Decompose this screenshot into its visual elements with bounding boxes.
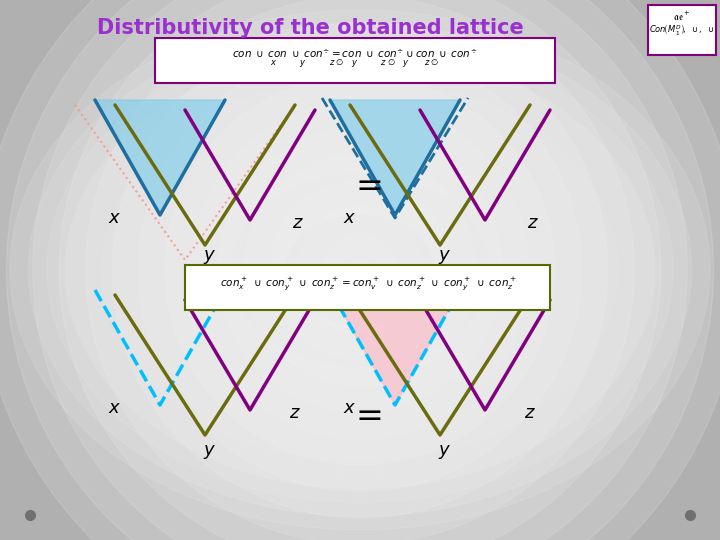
Circle shape <box>244 154 476 386</box>
Ellipse shape <box>249 188 471 352</box>
Circle shape <box>165 75 555 465</box>
Text: $y$: $y$ <box>438 248 451 266</box>
Circle shape <box>33 0 687 540</box>
Text: $Con\!\left(M_1^D\right)\!,\;\cup,\;\cup$: $Con\!\left(M_1^D\right)\!,\;\cup,\;\cup… <box>649 22 714 37</box>
Circle shape <box>112 22 608 518</box>
Polygon shape <box>420 300 485 410</box>
Ellipse shape <box>231 174 489 366</box>
Text: $x$: $x$ <box>343 209 356 227</box>
Text: $z$: $z$ <box>292 214 304 232</box>
Text: $x$: $x$ <box>343 399 356 417</box>
Bar <box>185 265 550 310</box>
Text: $z$: $z$ <box>289 404 301 422</box>
Ellipse shape <box>47 37 673 503</box>
Ellipse shape <box>341 256 379 284</box>
Circle shape <box>323 234 397 306</box>
Ellipse shape <box>158 119 562 421</box>
Ellipse shape <box>120 92 600 448</box>
Circle shape <box>86 0 634 540</box>
Circle shape <box>59 0 661 540</box>
Text: $\mathit{con}\;\cup\;\mathit{con}\;\cup\;\mathit{con}^{\div}=\mathit{con}\;\cup\: $\mathit{con}\;\cup\;\mathit{con}\;\cup\… <box>233 48 477 60</box>
Text: $z$: $z$ <box>524 404 536 422</box>
Circle shape <box>218 128 502 412</box>
Polygon shape <box>95 100 225 215</box>
Ellipse shape <box>66 51 654 489</box>
Ellipse shape <box>287 215 433 325</box>
Text: $y$: $y$ <box>203 248 217 266</box>
Ellipse shape <box>84 65 636 475</box>
Ellipse shape <box>305 229 415 311</box>
Text: $x$: $x$ <box>109 209 122 227</box>
Text: $y$: $y$ <box>203 443 217 461</box>
Circle shape <box>271 181 449 359</box>
Circle shape <box>6 0 714 540</box>
Ellipse shape <box>28 24 692 516</box>
Ellipse shape <box>10 10 710 530</box>
Text: $=$: $=$ <box>348 168 382 201</box>
Ellipse shape <box>323 242 397 298</box>
Ellipse shape <box>268 201 452 339</box>
Text: $=$: $=$ <box>348 399 382 431</box>
Bar <box>155 38 555 83</box>
Ellipse shape <box>139 106 581 434</box>
Circle shape <box>297 207 423 333</box>
Ellipse shape <box>176 133 544 407</box>
Text: $x\qquad\quad y\qquad\quad z\;\emptyset\quad y\qquad\quad z\;\emptyset\quad y\qq: $x\qquad\quad y\qquad\quad z\;\emptyset\… <box>270 57 440 69</box>
Circle shape <box>138 49 582 491</box>
Text: Distributivity of the obtained lattice: Distributivity of the obtained lattice <box>96 18 523 38</box>
Circle shape <box>192 102 528 438</box>
Text: $y$: $y$ <box>438 443 451 461</box>
Ellipse shape <box>194 147 526 393</box>
Text: $\mathfrak{ae}^+$: $\mathfrak{ae}^+$ <box>673 10 690 23</box>
Ellipse shape <box>102 78 618 462</box>
Ellipse shape <box>212 160 508 380</box>
Text: $x$: $x$ <box>109 399 122 417</box>
Polygon shape <box>330 290 460 405</box>
Polygon shape <box>185 300 250 410</box>
Polygon shape <box>330 100 460 215</box>
Text: $z$: $z$ <box>527 214 539 232</box>
Text: $\mathit{con}_x^+\;\cup\;\mathit{con}_y^+\;\cup\;\mathit{con}_z^+=\mathit{con}_v: $\mathit{con}_x^+\;\cup\;\mathit{con}_y^… <box>220 275 516 292</box>
Circle shape <box>350 260 370 280</box>
Bar <box>648 5 716 55</box>
